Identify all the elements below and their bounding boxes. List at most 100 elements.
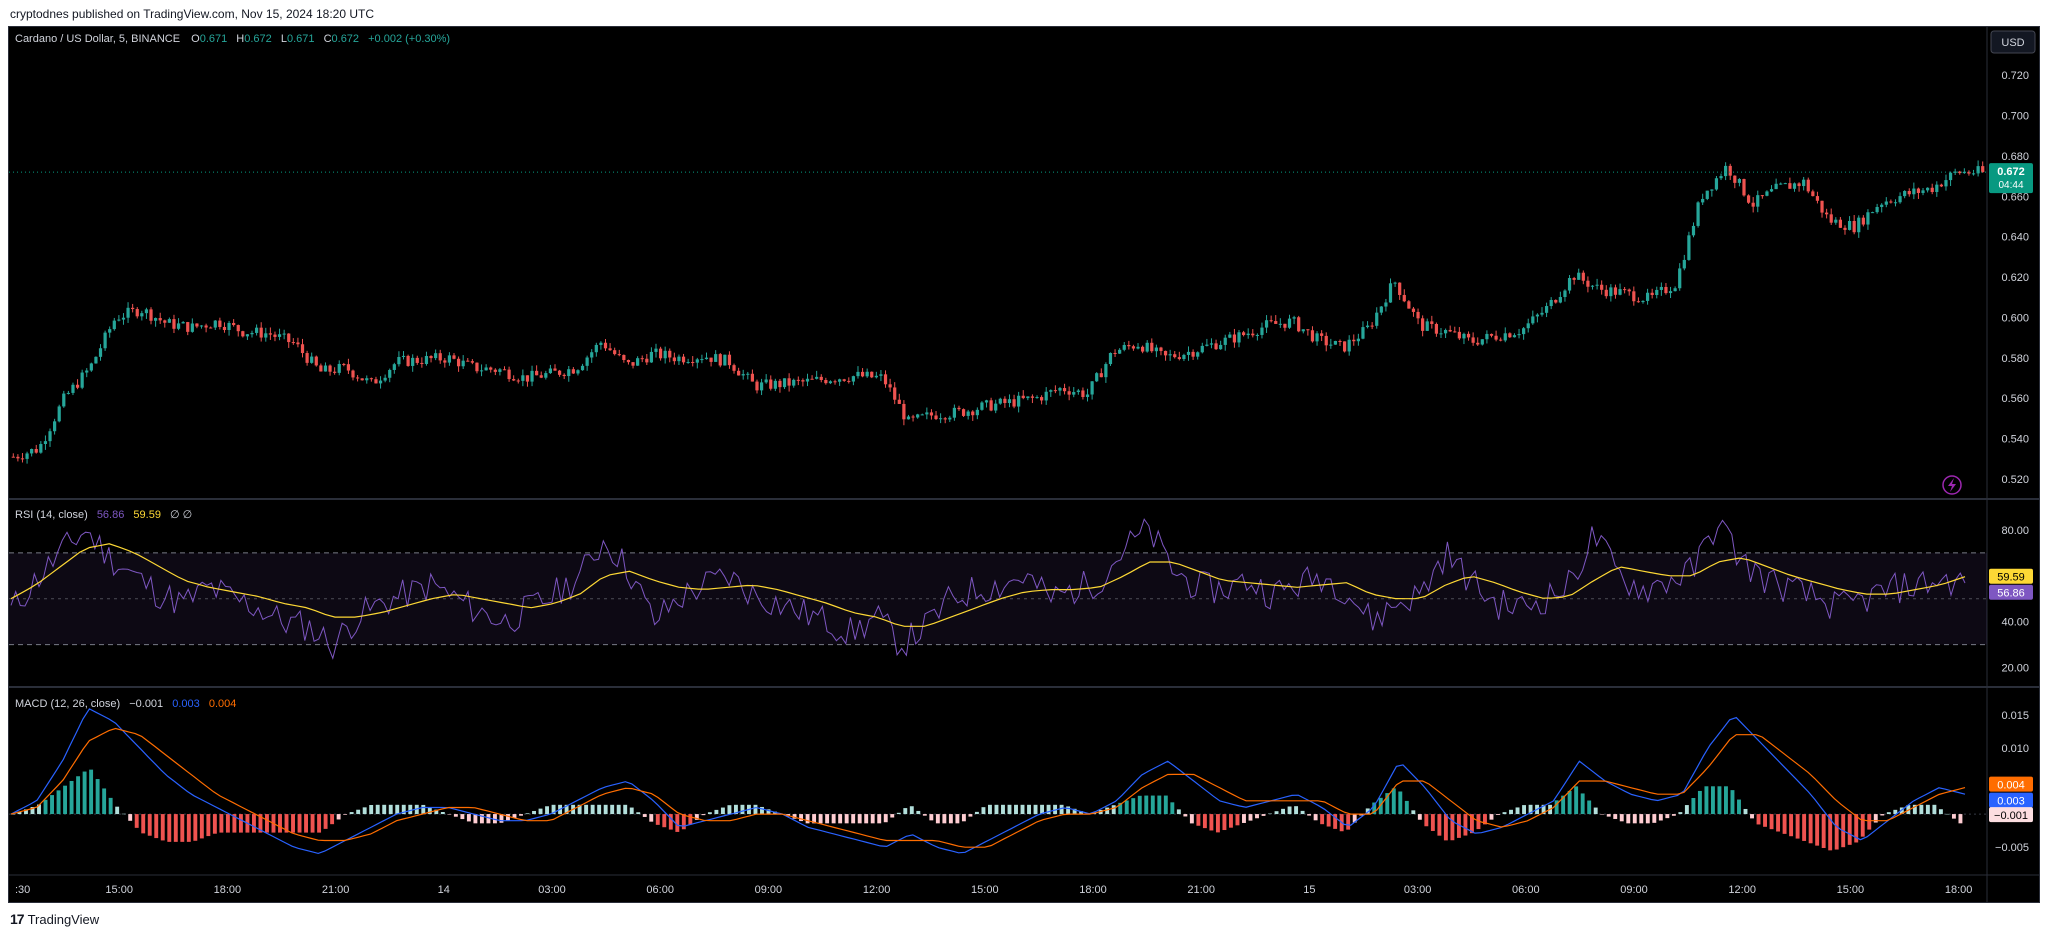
- currency-button[interactable]: USD: [1990, 30, 2036, 54]
- macd-hist-bar: [343, 814, 348, 815]
- open-value: 0.671: [200, 33, 228, 45]
- candle-body: [1926, 187, 1930, 191]
- rsi-ma-value: 59.59: [133, 509, 161, 521]
- macd-hist-bar: [1215, 814, 1220, 833]
- macd-hist-bar: [1561, 795, 1566, 815]
- macd-hist-bar: [1743, 808, 1748, 815]
- macd-hist-bar: [1899, 807, 1904, 815]
- macd-hist-bar: [1756, 814, 1761, 825]
- macd-hist-bar: [883, 814, 888, 823]
- candle-body: [1186, 351, 1191, 355]
- macd-legend[interactable]: MACD (12, 26, close) −0.001 0.003 0.004: [15, 698, 236, 710]
- candle-body: [805, 378, 810, 382]
- candle-body: [952, 407, 956, 418]
- price-tick-label: 0.700: [2001, 111, 2029, 123]
- candle-body: [1040, 397, 1044, 401]
- time-tick-label: 12:00: [863, 884, 891, 896]
- price-tick-label: 0.680: [2001, 151, 2029, 163]
- macd-hist-bar: [1730, 790, 1735, 815]
- candle-body: [1737, 179, 1742, 183]
- macd-hist-bar: [1938, 809, 1943, 815]
- candle-body: [1971, 173, 1976, 175]
- candle-body: [1324, 335, 1328, 346]
- macd-hist-bar: [1483, 814, 1487, 825]
- time-axis[interactable]: :30 15:00 18:00 21:00 14 03:00 06:00 09:00 12:00…: [15, 884, 1972, 896]
- candle-body: [1471, 337, 1475, 343]
- chart-frame[interactable]: 0.720 0.700 0.680 0.660 0.640 0.620 0.600 0.580…: [8, 26, 2040, 903]
- macd-hist-bar: [82, 771, 87, 815]
- rsi-title: RSI (14, close): [15, 509, 88, 521]
- macd-hist-bar: [1411, 810, 1416, 815]
- macd-hist-bar: [323, 814, 328, 829]
- price-axis[interactable]: 0.720 0.700 0.680 0.660 0.640 0.620 0.600 0.580…: [2001, 70, 2029, 486]
- macd-hist-bar: [460, 814, 465, 820]
- macd-hist-bar: [668, 814, 673, 830]
- candle-body: [1632, 291, 1636, 302]
- candle-body: [714, 354, 718, 362]
- candle-body: [865, 371, 869, 377]
- candle-body: [1517, 334, 1521, 336]
- lightning-icon[interactable]: [1942, 475, 1962, 495]
- candle-body: [1062, 388, 1067, 392]
- candle-body: [89, 363, 93, 371]
- macd-hist-bar: [499, 814, 504, 823]
- candle-body: [1806, 179, 1810, 192]
- candle-body: [30, 448, 34, 454]
- candle-body: [1453, 331, 1457, 333]
- candle-body: [268, 333, 272, 335]
- candle-body: [452, 355, 456, 359]
- candle-body: [1315, 333, 1319, 342]
- candle-body: [1884, 201, 1888, 205]
- macd-hist-bar: [1691, 798, 1696, 815]
- macd-hist-bar: [1268, 813, 1272, 815]
- candle-body: [1765, 191, 1769, 196]
- rsi-legend[interactable]: RSI (14, close) 56.86 59.59 ∅ ∅: [15, 509, 192, 521]
- macd-hist-bar: [1951, 814, 1956, 819]
- macd-hist-bar: [193, 814, 198, 841]
- macd-hist-bar: [1600, 814, 1605, 815]
- macd-hist-bar: [11, 814, 15, 815]
- candle-body: [833, 381, 837, 383]
- candle-body: [310, 356, 314, 363]
- candle-body: [1673, 288, 1677, 292]
- macd-hist-bar: [1287, 806, 1292, 815]
- candle-body: [438, 353, 442, 361]
- candle-body: [1857, 217, 1861, 233]
- candle-body: [1687, 235, 1691, 260]
- candle-body: [1595, 284, 1599, 286]
- candle-body: [553, 368, 557, 371]
- candle-body: [227, 322, 231, 330]
- candle-body: [1494, 335, 1498, 340]
- macd-hist-bar: [1593, 807, 1598, 815]
- macd-hist-bar: [1893, 809, 1898, 815]
- macd-hist-bar: [219, 814, 224, 833]
- symbol-title[interactable]: Cardano / US Dollar, 5, BINANCE O0.671 H…: [15, 33, 450, 45]
- macd-hist-bar: [1489, 814, 1494, 820]
- candle-body: [1104, 364, 1108, 378]
- macd-hist-bar: [427, 807, 432, 815]
- chart-canvas[interactable]: 0.720 0.700 0.680 0.660 0.640 0.620 0.600 0.580…: [9, 27, 2039, 902]
- candle-body: [1113, 352, 1117, 354]
- candle-body: [1480, 339, 1484, 345]
- tradingview-logo[interactable]: 17 TradingView: [10, 911, 99, 927]
- macd-hist-bar: [440, 812, 445, 815]
- time-tick-label: 21:00: [322, 884, 350, 896]
- macd-hist-bar: [545, 806, 550, 815]
- candle-body: [562, 374, 566, 377]
- candle-body: [392, 364, 396, 370]
- macd-hist-bar: [395, 804, 400, 815]
- candle-body: [1223, 337, 1227, 345]
- candle-body: [314, 356, 318, 366]
- macd-hist-bar: [727, 805, 732, 815]
- candle-body: [461, 360, 465, 367]
- candle-body: [599, 342, 603, 345]
- macd-hist-bar: [1821, 814, 1826, 848]
- macd-hist-bar: [942, 814, 947, 824]
- candle-body: [1076, 390, 1080, 393]
- candle-body: [1659, 286, 1663, 290]
- macd-hist-bar: [1587, 800, 1592, 815]
- macd-hist-bar: [616, 804, 621, 815]
- macd-hist-bar: [212, 814, 217, 834]
- candle-body: [847, 380, 851, 382]
- macd-hist-bar: [701, 814, 706, 816]
